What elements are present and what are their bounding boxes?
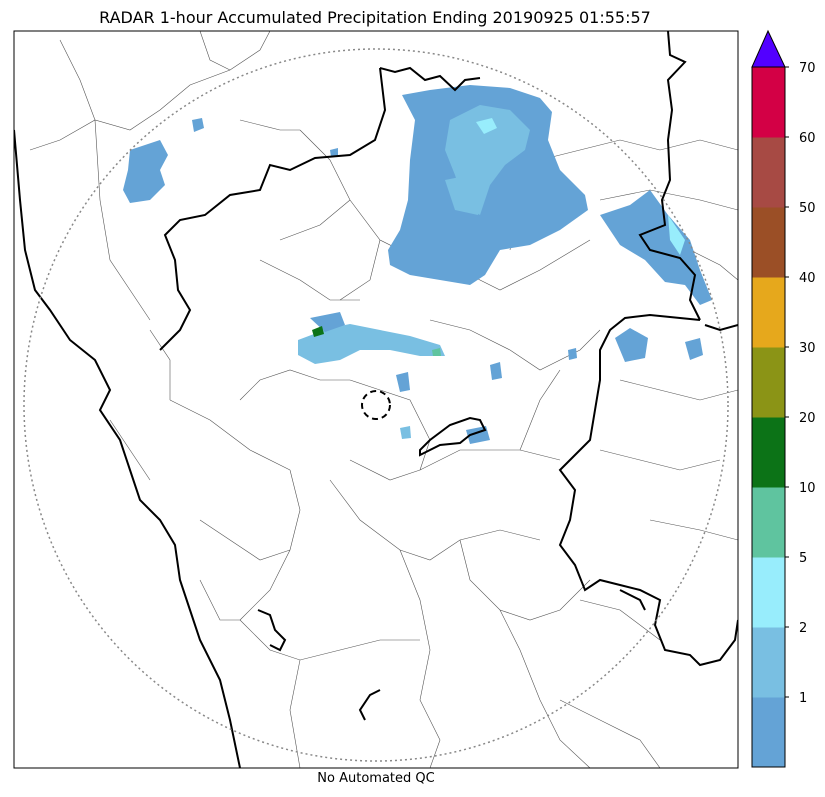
colorbar-segment xyxy=(752,347,785,418)
colorbar-tick-label: 30 xyxy=(799,341,816,356)
map-frame xyxy=(13,30,739,769)
precip-scatter4 xyxy=(490,362,502,380)
precip-area-northwest-small xyxy=(192,118,204,132)
colorbar-segment xyxy=(752,487,785,558)
colorbar-segment xyxy=(752,697,785,768)
colorbar-segment xyxy=(752,67,785,138)
colorbar-segment xyxy=(752,557,785,628)
colorbar-segments xyxy=(752,67,785,768)
colorbar-tick-label: 70 xyxy=(799,61,816,76)
colorbar-tick-label: 40 xyxy=(799,271,816,286)
precip-band-center-light xyxy=(310,312,345,332)
precip-scatter1 xyxy=(396,372,410,392)
precip-green-cell xyxy=(312,326,324,337)
precip-band-center xyxy=(298,324,445,364)
colorbar-segment xyxy=(752,207,785,278)
precip-green-cell2 xyxy=(432,348,441,356)
map-layers xyxy=(14,31,738,768)
colorbar-tick-label: 5 xyxy=(799,551,807,566)
precip-core-north xyxy=(476,118,497,134)
precip-scatter6 xyxy=(330,148,338,157)
colorbar: 1 2 5 10 20 30 40 50 60 70 xyxy=(751,29,816,768)
state-borders xyxy=(14,31,738,768)
colorbar-segment xyxy=(752,277,785,348)
precip-area-east2 xyxy=(615,328,648,362)
precip-scatter5 xyxy=(568,348,577,360)
colorbar-tick-label: 2 xyxy=(799,621,807,636)
colorbar-extend-arrow xyxy=(751,29,786,68)
colorbar-segment xyxy=(752,137,785,208)
radar-range-ring xyxy=(23,48,729,762)
colorbar-tick-label: 50 xyxy=(799,201,816,216)
colorbar-tick-label: 1 xyxy=(799,691,807,706)
colorbar-tick-label: 10 xyxy=(799,481,816,496)
precip-area-north-inner2 xyxy=(445,175,485,215)
precip-area-east xyxy=(600,190,712,305)
qc-note: No Automated QC xyxy=(317,771,435,786)
precip-area-east3 xyxy=(685,338,703,360)
colorbar-segment xyxy=(752,417,785,488)
precipitation xyxy=(123,85,712,444)
district-boundaries xyxy=(29,31,738,768)
precip-area-east-core xyxy=(668,215,685,255)
precip-scatter2 xyxy=(400,426,411,439)
chart-title: RADAR 1-hour Accumulated Precipitation E… xyxy=(99,8,651,27)
radar-site-marker xyxy=(361,390,391,420)
colorbar-tick-label: 60 xyxy=(799,131,816,146)
precip-area-northwest xyxy=(123,140,168,203)
colorbar-segment xyxy=(752,627,785,698)
colorbar-ticks: 1 2 5 10 20 30 40 50 60 70 xyxy=(785,61,816,706)
colorbar-tick-label: 20 xyxy=(799,411,816,426)
